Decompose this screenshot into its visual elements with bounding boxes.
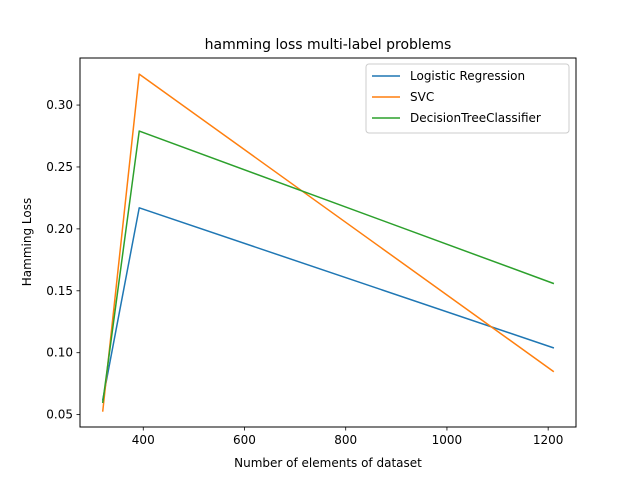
x-tick-label: 1000 (432, 433, 463, 447)
legend-label-3: DecisionTreeClassifier (410, 111, 541, 125)
legend: Logistic Regression SVC DecisionTreeClassi… (365, 63, 570, 134)
legend-label-2: SVC (410, 90, 434, 104)
y-tick-label: 0.30 (46, 98, 73, 112)
series-line-1 (101, 207, 555, 401)
series-line-3 (101, 130, 555, 404)
y-tick-label: 0.05 (46, 408, 73, 422)
y-axis-title: Hamming Loss (20, 198, 34, 286)
legend-box (365, 63, 570, 134)
y-tick-label: 0.10 (46, 346, 73, 360)
x-tick-label: 1200 (533, 433, 564, 447)
chart-title: hamming loss multi-label problems (205, 37, 452, 53)
plot-area (101, 73, 555, 412)
plot-frame (79, 57, 577, 428)
x-axis-ticks: 400 600 800 1000 1200 (132, 427, 564, 447)
series-line-2 (101, 73, 555, 412)
y-tick-label: 0.25 (46, 160, 73, 174)
x-tick-label: 400 (132, 433, 155, 447)
y-axis-ticks: 0.05 0.10 0.15 0.20 0.25 0.30 (46, 98, 80, 422)
x-tick-label: 800 (334, 433, 357, 447)
x-tick-label: 600 (233, 433, 256, 447)
x-axis-title: Number of elements of dataset (234, 456, 422, 470)
y-tick-label: 0.15 (46, 284, 73, 298)
legend-label-1: Logistic Regression (410, 69, 525, 83)
y-tick-label: 0.20 (46, 222, 73, 236)
